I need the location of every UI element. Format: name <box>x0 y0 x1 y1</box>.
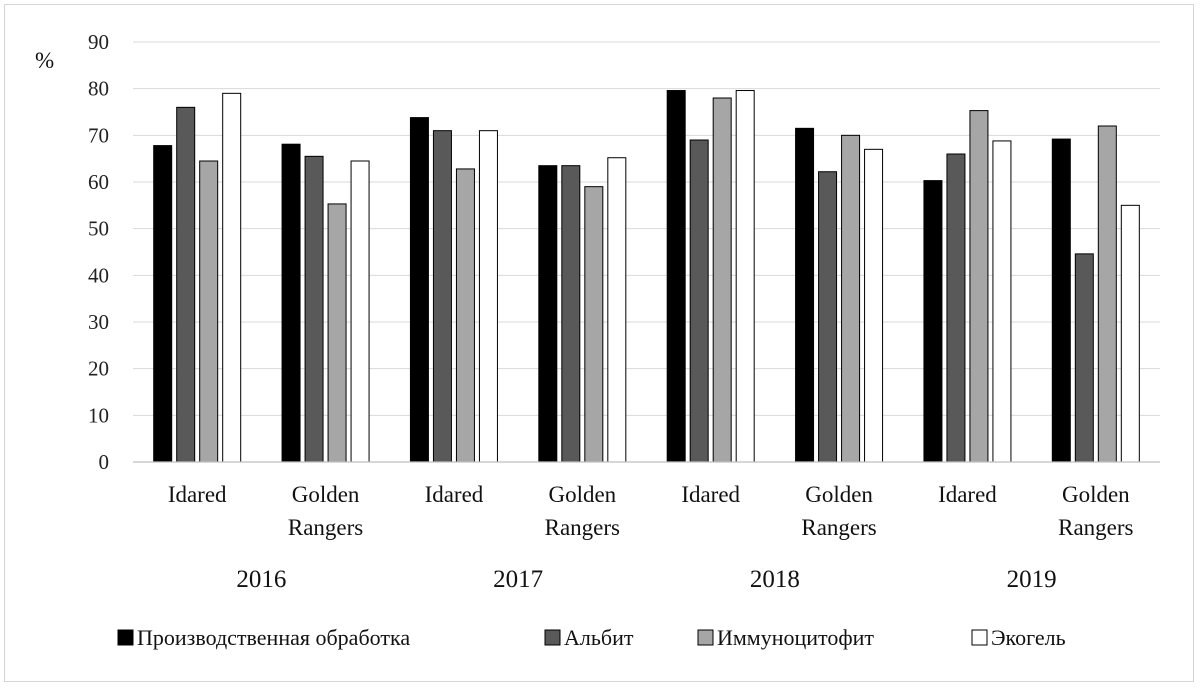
bar <box>946 153 966 463</box>
bar <box>199 160 219 463</box>
bars <box>153 90 1140 463</box>
legend-label: Экогель <box>991 625 1066 650</box>
bar <box>1051 138 1071 463</box>
bar <box>561 165 581 463</box>
bar <box>432 130 452 463</box>
y-tick-label: 10 <box>88 403 109 427</box>
category-label: Rangers <box>1058 515 1133 540</box>
bar <box>1120 204 1140 463</box>
gridlines <box>133 41 1160 416</box>
y-axis-unit-label: % <box>35 48 54 73</box>
legend-label: Производственная обработка <box>137 625 410 650</box>
bar <box>992 140 1012 463</box>
category-label: Idared <box>681 482 740 507</box>
bar <box>841 134 861 463</box>
legend-swatch <box>544 629 561 646</box>
year-label: 2017 <box>493 566 543 593</box>
category-label: Idared <box>938 482 997 507</box>
bar <box>607 157 627 463</box>
year-label: 2019 <box>1007 566 1057 593</box>
category-label: Golden <box>548 482 616 507</box>
bar <box>350 160 370 463</box>
bar <box>176 106 196 463</box>
y-tick-label: 80 <box>88 77 109 101</box>
chart-frame: 0 10 20 30 40 50 60 70 80 90 % Idared Golden Ranger… <box>4 4 1194 682</box>
y-tick-label: 20 <box>88 357 109 381</box>
category-label: Golden <box>292 482 360 507</box>
category-labels: Idared Golden Rangers Idared Golden Rangers Id… <box>168 482 1134 540</box>
legend-swatch <box>971 629 988 646</box>
y-axis-ticks: 0 10 20 30 40 50 60 70 80 90 <box>88 30 109 474</box>
bar-chart: 0 10 20 30 40 50 60 70 80 90 % Idared Golden Ranger… <box>35 30 1160 650</box>
bar <box>281 143 301 463</box>
bar <box>478 130 498 463</box>
category-label: Rangers <box>801 515 876 540</box>
category-label: Rangers <box>545 515 620 540</box>
bar <box>222 92 242 463</box>
bar <box>1074 253 1094 463</box>
bar <box>327 203 347 463</box>
year-label: 2016 <box>236 566 286 593</box>
legend-swatch <box>117 629 134 646</box>
bar <box>712 97 732 463</box>
category-label: Idared <box>168 482 227 507</box>
bar <box>409 117 429 463</box>
bar <box>923 180 943 463</box>
bar <box>1097 125 1117 463</box>
legend-swatch <box>697 629 714 646</box>
category-label: Golden <box>805 482 873 507</box>
bar <box>969 110 989 463</box>
category-label: Rangers <box>288 515 363 540</box>
bar <box>538 165 558 463</box>
bar <box>455 168 475 463</box>
y-tick-label: 60 <box>88 170 109 194</box>
bar <box>864 148 884 463</box>
y-tick-label: 40 <box>88 263 109 287</box>
bar <box>818 171 838 463</box>
year-label: 2018 <box>750 566 800 593</box>
bar <box>795 127 815 463</box>
bar <box>689 139 709 463</box>
bar <box>153 145 173 463</box>
bar <box>584 186 604 463</box>
y-tick-label: 50 <box>88 217 109 241</box>
bar <box>735 90 755 463</box>
legend: Производственная обработка Альбит Иммуноци… <box>117 625 1066 650</box>
category-label: Golden <box>1062 482 1130 507</box>
bar <box>666 90 686 463</box>
bar <box>304 155 324 463</box>
y-tick-label: 70 <box>88 123 109 147</box>
legend-label: Альбит <box>564 625 634 650</box>
year-labels: 2016 2017 2018 2019 <box>236 566 1056 593</box>
y-tick-label: 30 <box>88 310 109 334</box>
y-tick-label: 90 <box>88 30 109 54</box>
legend-label: Иммуноцитофит <box>717 625 874 650</box>
y-tick-label: 0 <box>99 450 110 474</box>
category-label: Idared <box>425 482 484 507</box>
